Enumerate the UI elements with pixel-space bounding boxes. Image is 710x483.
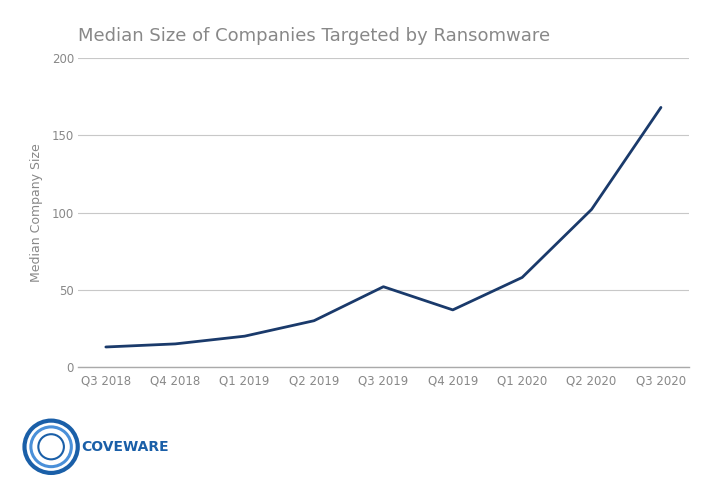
Text: COVEWARE: COVEWARE	[81, 440, 168, 454]
Text: Median Size of Companies Targeted by Ransomware: Median Size of Companies Targeted by Ran…	[78, 28, 550, 45]
Y-axis label: Median Company Size: Median Company Size	[31, 143, 43, 282]
